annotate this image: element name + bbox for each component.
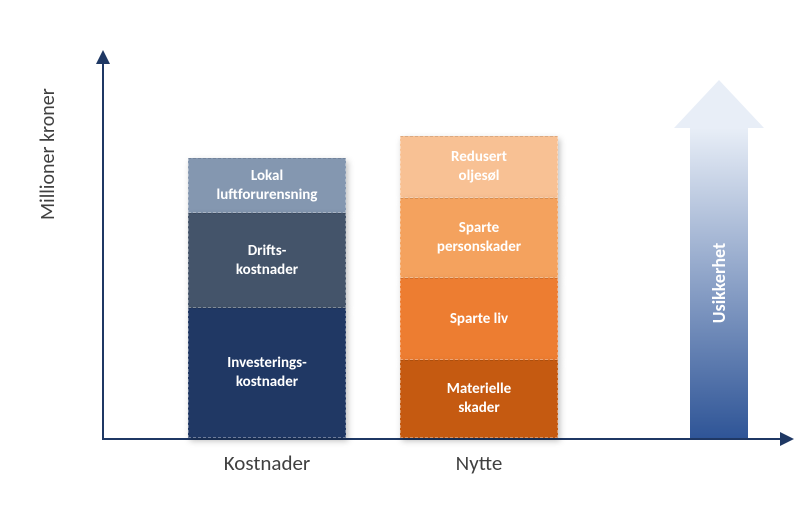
bar-kostnader: Investerings-kostnaderDrifts-kostnaderLo… [188,158,346,438]
y-axis-line [102,60,104,440]
bar-label-kostnader: Kostnader [188,450,346,476]
segment-investering: Investerings-kostnader [188,308,346,438]
uncertainty-body: Usikkerhet [690,128,748,438]
uncertainty-arrow: Usikkerhet [690,128,748,438]
x-axis-line [102,438,782,440]
segment-sparteliv: Sparte liv [400,278,558,360]
segment-oljesol: Redusertoljesøl [400,136,558,198]
cost-benefit-chart: Millioner kroner Investerings-kostnaderD… [30,20,790,490]
segment-materielle: Materielleskader [400,360,558,438]
segment-drift: Drifts-kostnader [188,213,346,308]
uncertainty-label: Usikkerhet [708,243,730,323]
y-axis-arrowhead-icon [96,50,110,64]
segment-personskader: Spartepersonskader [400,198,558,278]
y-axis-label: Millioner kroner [36,88,60,220]
bar-nytte: MaterielleskaderSparte livSpartepersonsk… [400,136,558,438]
segment-luft: Lokalluftforurensning [188,158,346,213]
bar-label-nytte: Nytte [400,450,558,476]
x-axis-arrowhead-icon [780,432,794,446]
uncertainty-arrowhead-icon [674,80,764,128]
